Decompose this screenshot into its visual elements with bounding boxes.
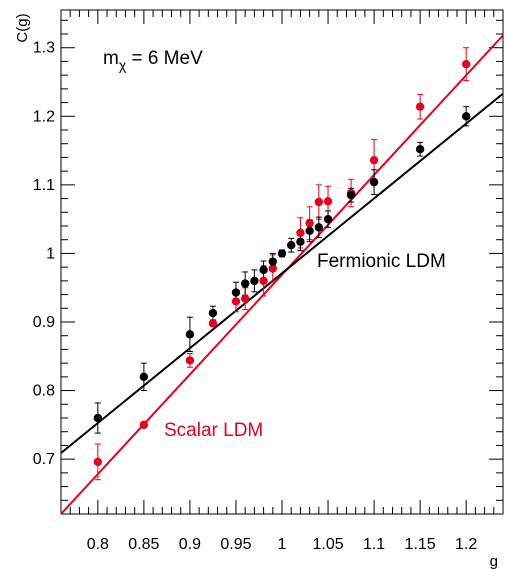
y-tick-label: 0.7 (33, 451, 55, 468)
data-point (208, 319, 218, 328)
data-point (415, 145, 425, 154)
y-tick-label: 1.1 (33, 177, 55, 194)
x-tick-label: 0.9 (179, 536, 201, 553)
data-point (346, 190, 356, 200)
y-tick-label: 1.2 (33, 108, 55, 125)
fit-line (60, 92, 504, 454)
x-tick-label: 1 (278, 536, 287, 553)
data-point (185, 356, 195, 365)
mass-prefix: m (103, 48, 119, 69)
y-tick-label: 1 (46, 245, 55, 262)
data-point (461, 112, 471, 121)
fit-lines (60, 34, 504, 515)
data-points (93, 59, 471, 467)
y-tick-label: 0.8 (33, 383, 55, 400)
tick-labels: 0.8 0.85 0.9 0.95 1 1.05 1.1 1.15 1.2 0.7 0.8 0.9 1 1… (33, 40, 478, 553)
data-point (296, 237, 305, 246)
data-point (240, 279, 250, 288)
mass-value: = 6 MeV (126, 48, 203, 69)
data-point (369, 177, 379, 187)
data-point (323, 214, 333, 224)
x-tick-label: 1.1 (363, 536, 385, 553)
data-point (314, 197, 324, 207)
data-point (93, 457, 103, 467)
data-point (231, 297, 241, 306)
fermionic-label: Fermionic LDM (317, 251, 446, 272)
data-point (139, 420, 149, 430)
y-tick-label: 1.3 (33, 40, 55, 57)
data-point (268, 257, 277, 266)
x-tick-label: 1.05 (312, 536, 343, 553)
x-tick-label: 1.2 (455, 536, 477, 553)
data-point (314, 223, 324, 232)
data-point (287, 241, 296, 250)
data-point (369, 155, 379, 165)
data-point (240, 294, 250, 303)
data-point (259, 265, 268, 275)
data-point (461, 59, 471, 69)
x-tick-label: 1.15 (405, 536, 436, 553)
data-point (231, 288, 241, 297)
x-tick-label: 0.95 (220, 536, 251, 553)
data-point (296, 228, 305, 238)
data-point (185, 330, 195, 339)
mass-subscript: χ (119, 57, 127, 73)
axis-ticks (60, 10, 504, 515)
fit-line (60, 34, 504, 515)
data-point (415, 102, 425, 111)
data-point (259, 276, 268, 286)
x-axis-label: g (490, 553, 498, 570)
data-point (93, 413, 103, 423)
y-tick-label: 0.9 (33, 314, 55, 331)
data-point (250, 276, 259, 286)
data-point (139, 372, 149, 382)
data-point (323, 197, 333, 206)
data-point (208, 308, 218, 318)
data-point (268, 264, 277, 273)
mass-annotation: mχ = 6 MeV (103, 48, 203, 73)
x-tick-label: 0.85 (128, 536, 159, 553)
data-point (305, 226, 314, 235)
y-axis-label: C(g) (14, 13, 31, 42)
scalar-label: Scalar LDM (164, 420, 263, 441)
x-tick-label: 0.8 (87, 536, 109, 553)
data-point (277, 249, 287, 258)
data-point (305, 219, 314, 228)
plot-frame (60, 9, 504, 515)
